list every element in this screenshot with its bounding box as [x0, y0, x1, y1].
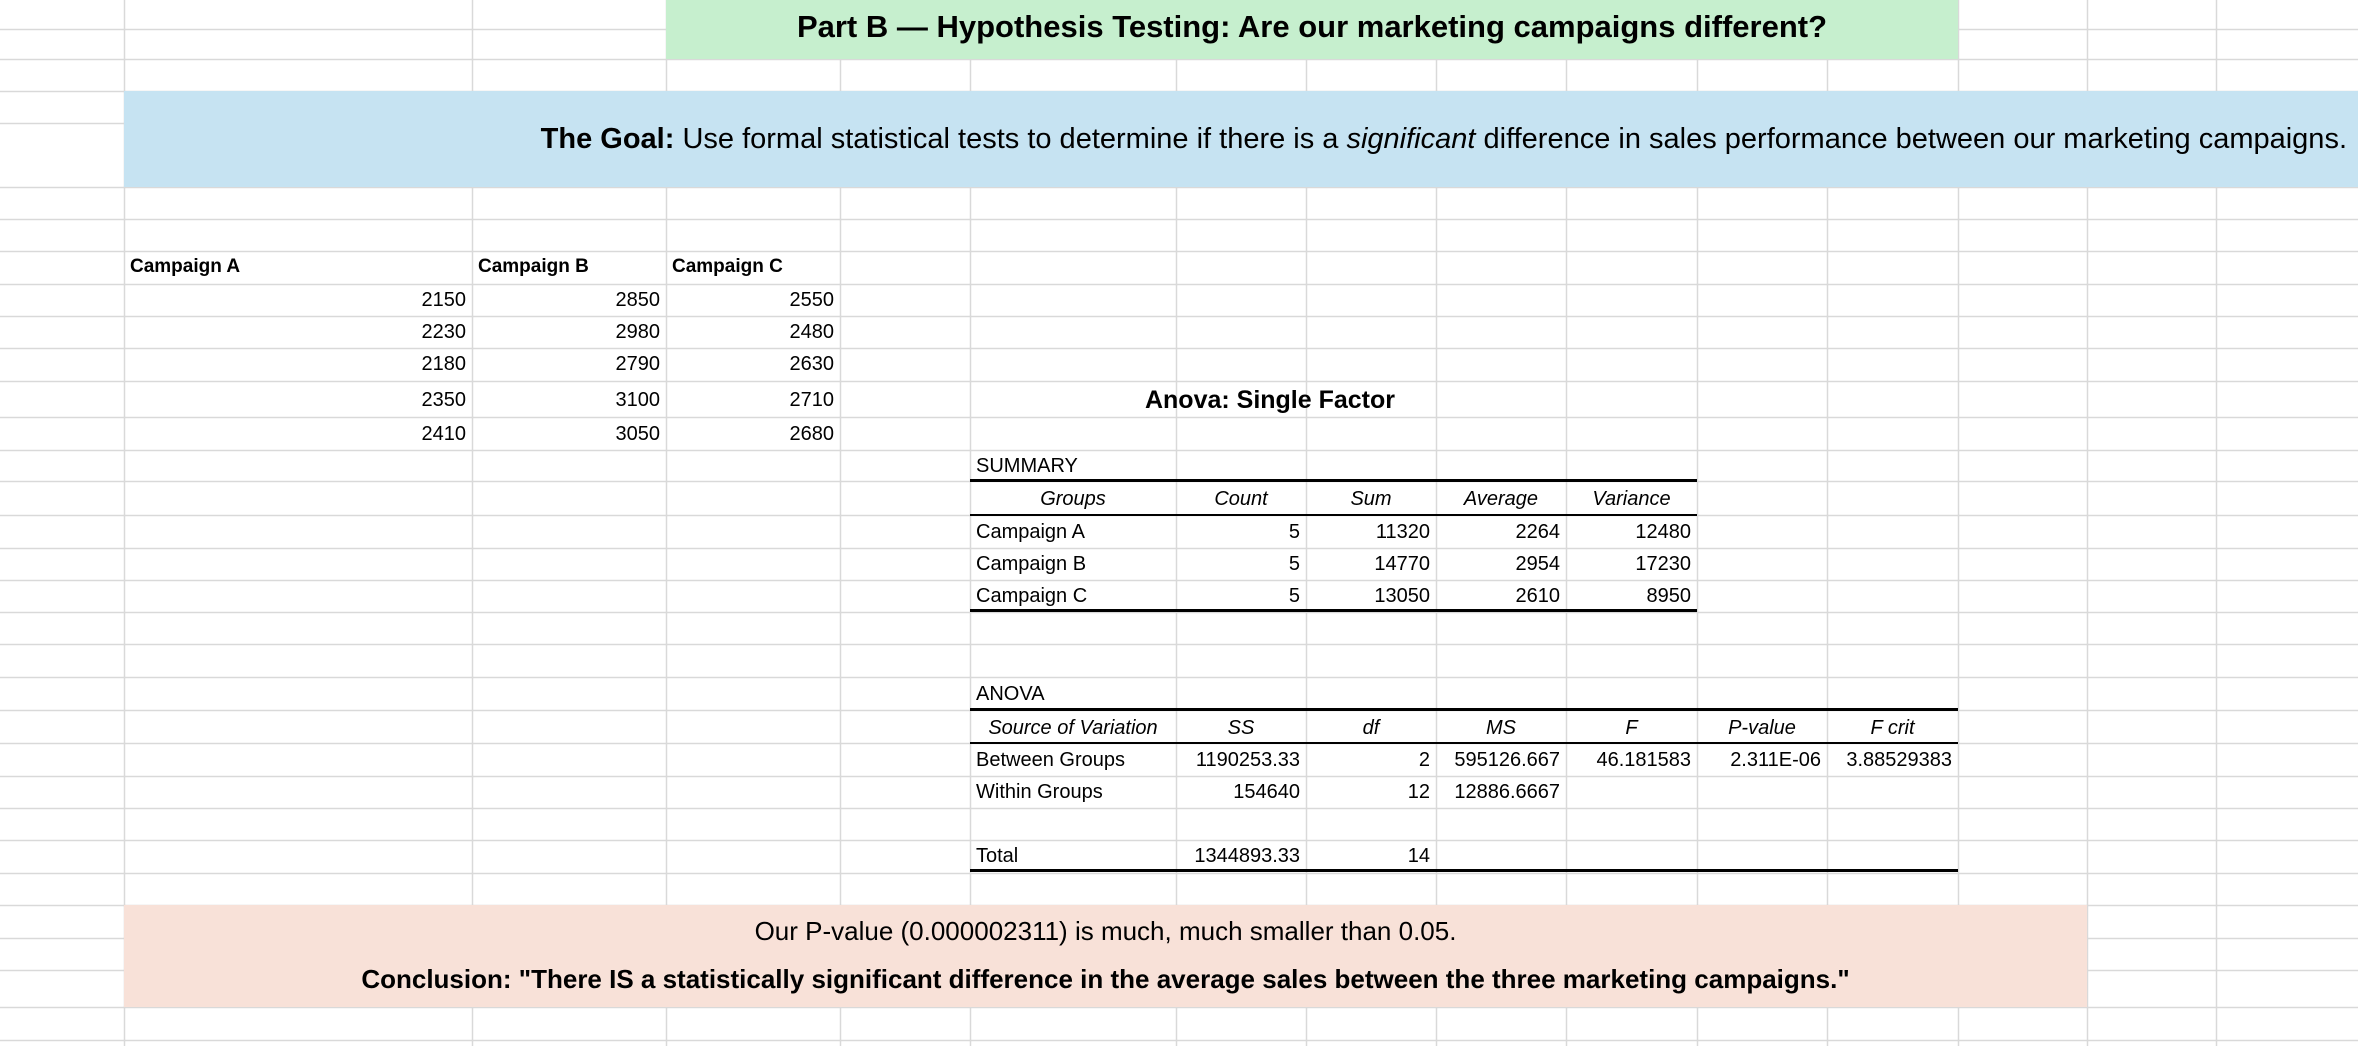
anova-header-f[interactable]: F — [1625, 717, 1638, 739]
header-campaign-c[interactable]: Campaign C — [672, 256, 783, 277]
anova-cell[interactable]: 595126.667 — [1454, 749, 1560, 771]
anova-cell[interactable]: 2.311E-06 — [1730, 749, 1821, 771]
summary-cell[interactable]: 12480 — [1635, 521, 1691, 543]
data-cell[interactable]: 2350 — [421, 389, 467, 411]
anova-cell[interactable]: 154640 — [1233, 781, 1300, 803]
header-campaign-a[interactable]: Campaign A — [130, 256, 241, 277]
anova-header-df[interactable]: df — [1362, 717, 1380, 739]
data-cell[interactable]: 2850 — [615, 289, 661, 311]
summary-header-variance[interactable]: Variance — [1592, 488, 1671, 510]
summary-cell[interactable]: 5 — [1288, 521, 1300, 543]
anova-header-source[interactable]: Source of Variation — [988, 717, 1158, 739]
goal-label: The Goal: — [540, 123, 675, 155]
summary-header-border — [970, 514, 1697, 516]
anova-header-border — [970, 742, 1958, 744]
anova-label[interactable]: ANOVA — [976, 683, 1045, 705]
summary-header-count[interactable]: Count — [1214, 488, 1268, 510]
summary-header-average[interactable]: Average — [1463, 488, 1539, 510]
data-cell[interactable]: 3050 — [615, 423, 661, 445]
summary-cell[interactable]: 2264 — [1515, 521, 1561, 543]
data-cell[interactable]: 2980 — [615, 321, 661, 343]
summary-cell[interactable]: 11320 — [1375, 521, 1430, 543]
summary-cell[interactable]: 14770 — [1374, 553, 1430, 575]
conclusion-line-1: Our P-value (0.000002311) is much, much … — [754, 916, 1457, 946]
summary-top-border — [970, 479, 1697, 482]
summary-cell[interactable]: Campaign C — [976, 585, 1088, 607]
data-cell[interactable]: 2410 — [421, 423, 467, 445]
anova-header-ms[interactable]: MS — [1486, 717, 1516, 739]
summary-cell[interactable]: 13050 — [1374, 585, 1430, 607]
anova-cell[interactable]: Between Groups — [976, 749, 1125, 771]
anova-header-ss[interactable]: SS — [1227, 717, 1255, 739]
data-cell[interactable]: 3100 — [615, 389, 661, 411]
header-campaign-b[interactable]: Campaign B — [478, 256, 589, 277]
anova-cell[interactable]: 3.88529383 — [1846, 749, 1952, 771]
anova-cell[interactable]: 12 — [1407, 781, 1430, 803]
summary-cell[interactable]: 2610 — [1515, 585, 1561, 607]
summary-cell[interactable]: 5 — [1288, 585, 1300, 607]
summary-cell[interactable]: 2954 — [1515, 553, 1561, 575]
anova-header-f-crit[interactable]: F crit — [1870, 717, 1915, 739]
goal-banner: The Goal: Use formal statistical tests t… — [124, 91, 2358, 187]
anova-total-ss[interactable]: 1344893.33 — [1194, 845, 1300, 867]
summary-label[interactable]: SUMMARY — [976, 455, 1078, 477]
anova-cell[interactable]: 12886.6667 — [1454, 781, 1560, 803]
anova-header-p-value[interactable]: P-value — [1728, 717, 1796, 739]
data-cell[interactable]: 2630 — [789, 353, 835, 375]
anova-cell[interactable]: 2 — [1418, 749, 1430, 771]
conclusion-banner: Our P-value (0.000002311) is much, much … — [124, 905, 2087, 1007]
conclusion-line-2: Conclusion: "There IS a statistically si… — [361, 964, 1850, 994]
anova-total-label[interactable]: Total — [976, 845, 1019, 867]
anova-cell[interactable]: 46.181583 — [1596, 749, 1691, 771]
anova-title[interactable]: Anova: Single Factor — [1144, 386, 1396, 414]
summary-cell[interactable]: 8950 — [1646, 585, 1692, 607]
goal-emphasis: significant — [1346, 123, 1476, 155]
data-cell[interactable]: 2180 — [421, 353, 467, 375]
anova-cell[interactable]: Within Groups — [976, 781, 1103, 803]
data-cell[interactable]: 2710 — [789, 389, 835, 411]
summary-cell[interactable]: 5 — [1288, 553, 1300, 575]
data-cell[interactable]: 2790 — [615, 353, 661, 375]
data-cell[interactable]: 2230 — [421, 321, 467, 343]
goal-text-before: Use formal statistical tests to determin… — [674, 123, 1347, 155]
summary-cell[interactable]: 17230 — [1635, 553, 1691, 575]
page-title: Part B — Hypothesis Testing: Are our mar… — [796, 9, 1828, 44]
goal-text-after: difference in sales performance between … — [1475, 123, 2348, 155]
data-cell[interactable]: 2480 — [789, 321, 835, 343]
summary-header-groups[interactable]: Groups — [1040, 488, 1106, 510]
data-cell[interactable]: 2680 — [789, 423, 835, 445]
summary-bottom-border — [970, 609, 1697, 612]
anova-bottom-border — [970, 869, 1958, 872]
anova-cell[interactable]: 1190253.33 — [1195, 749, 1300, 771]
summary-header-sum[interactable]: Sum — [1350, 488, 1392, 510]
title-banner: Part B — Hypothesis Testing: Are our mar… — [666, 0, 1958, 59]
summary-cell[interactable]: Campaign B — [976, 553, 1087, 575]
data-cell[interactable]: 2150 — [421, 289, 467, 311]
goal-text: The Goal: Use formal statistical tests t… — [541, 121, 2347, 157]
data-cell[interactable]: 2550 — [789, 289, 835, 311]
anova-total-df[interactable]: 14 — [1407, 845, 1430, 867]
anova-top-border — [970, 708, 1958, 711]
summary-cell[interactable]: Campaign A — [976, 521, 1085, 543]
